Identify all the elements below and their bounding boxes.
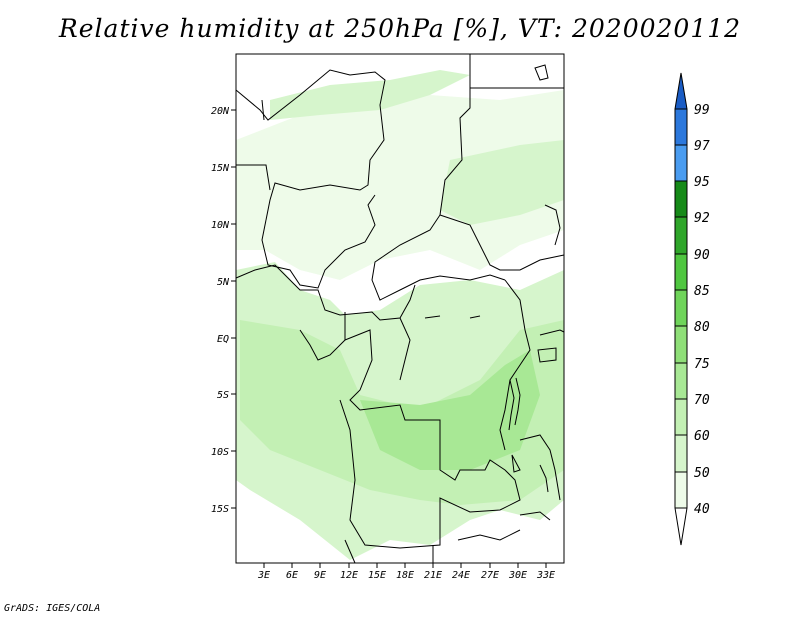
lon-label-18e: 18E [396, 570, 414, 581]
colorbar-bin-92-95 [675, 181, 687, 217]
colorbar-bin-75-80 [675, 326, 687, 363]
lon-label-33e: 33E [536, 570, 555, 581]
colorbar: 40 50 60 70 75 80 85 90 92 95 97 99 [674, 72, 710, 546]
map-frame [235, 53, 565, 564]
country-borders [235, 54, 565, 564]
lake-victoria-outline [537, 347, 557, 363]
colorbar-label-70: 70 [694, 393, 710, 408]
grads-credit: GrADS: IGES/COLA [4, 603, 101, 614]
colorbar-label-97: 97 [694, 139, 710, 154]
chart-title: Relative humidity at 250hPa [%], VT: 202… [58, 14, 742, 43]
colorbar-label-60: 60 [694, 429, 710, 444]
shade-40-north [236, 90, 564, 280]
colorbar-label-40: 40 [694, 502, 710, 517]
colorbar-label-50: 50 [694, 466, 710, 481]
colorbar-top-arrow [675, 73, 687, 109]
colorbar-label-90: 90 [694, 248, 710, 263]
lon-label-21e: 21E [424, 570, 442, 581]
colorbar-label-75: 75 [694, 357, 710, 372]
colorbar-bin-95-97 [675, 145, 687, 181]
lat-label-eq: EQ [217, 334, 229, 345]
colorbar-bin-70-75 [675, 363, 687, 399]
shade-70 [360, 350, 540, 470]
colorbar-bin-80-85 [675, 290, 687, 326]
lat-label-10n: 10N [211, 220, 230, 231]
colorbar-label-95: 95 [694, 175, 710, 190]
lake-tanganyika-outline [514, 377, 521, 426]
lake-malawi-outline [539, 464, 549, 493]
lon-label-24e: 24E [452, 570, 470, 581]
lon-axis: 3E 6E 9E 12E 15E 18E 21E 24E 27E 30E 33E [257, 563, 555, 581]
colorbar-label-80: 80 [694, 320, 710, 335]
lakes [424, 64, 557, 493]
humidity-shading [236, 70, 564, 560]
lon-label-27e: 27E [481, 570, 499, 581]
lon-label-9e: 9E [314, 570, 326, 581]
colorbar-bin-40-50 [675, 472, 687, 508]
colorbar-label-92: 92 [694, 211, 710, 226]
shade-50-northeast [440, 140, 564, 225]
shade-50-north [270, 70, 470, 120]
lon-label-12e: 12E [340, 570, 358, 581]
lon-label-3e: 3E [257, 570, 270, 581]
lon-label-15e: 15E [368, 570, 386, 581]
lat-label-5n: 5N [217, 277, 230, 288]
lon-label-6e: 6E [286, 570, 298, 581]
colorbar-bottom-arrow [675, 508, 687, 545]
colorbar-bin-90-92 [675, 217, 687, 254]
lat-label-15s: 15S [211, 504, 229, 515]
colorbar-bin-85-90 [675, 254, 687, 290]
colorbar-label-85: 85 [694, 284, 710, 299]
lat-label-20n: 20N [211, 106, 230, 117]
lat-axis: 20N 15N 10N 5N EQ 5S 10S 15S [211, 106, 236, 515]
colorbar-bin-50-60 [675, 435, 687, 472]
colorbar-label-99: 99 [694, 103, 710, 118]
lat-label-15n: 15N [211, 163, 230, 174]
colorbar-bin-60-70 [675, 399, 687, 435]
lat-label-10s: 10S [211, 447, 229, 458]
colorbar-bin-97-99 [675, 109, 687, 145]
lon-label-30e: 30E [508, 570, 527, 581]
lat-label-5s: 5S [217, 390, 229, 401]
